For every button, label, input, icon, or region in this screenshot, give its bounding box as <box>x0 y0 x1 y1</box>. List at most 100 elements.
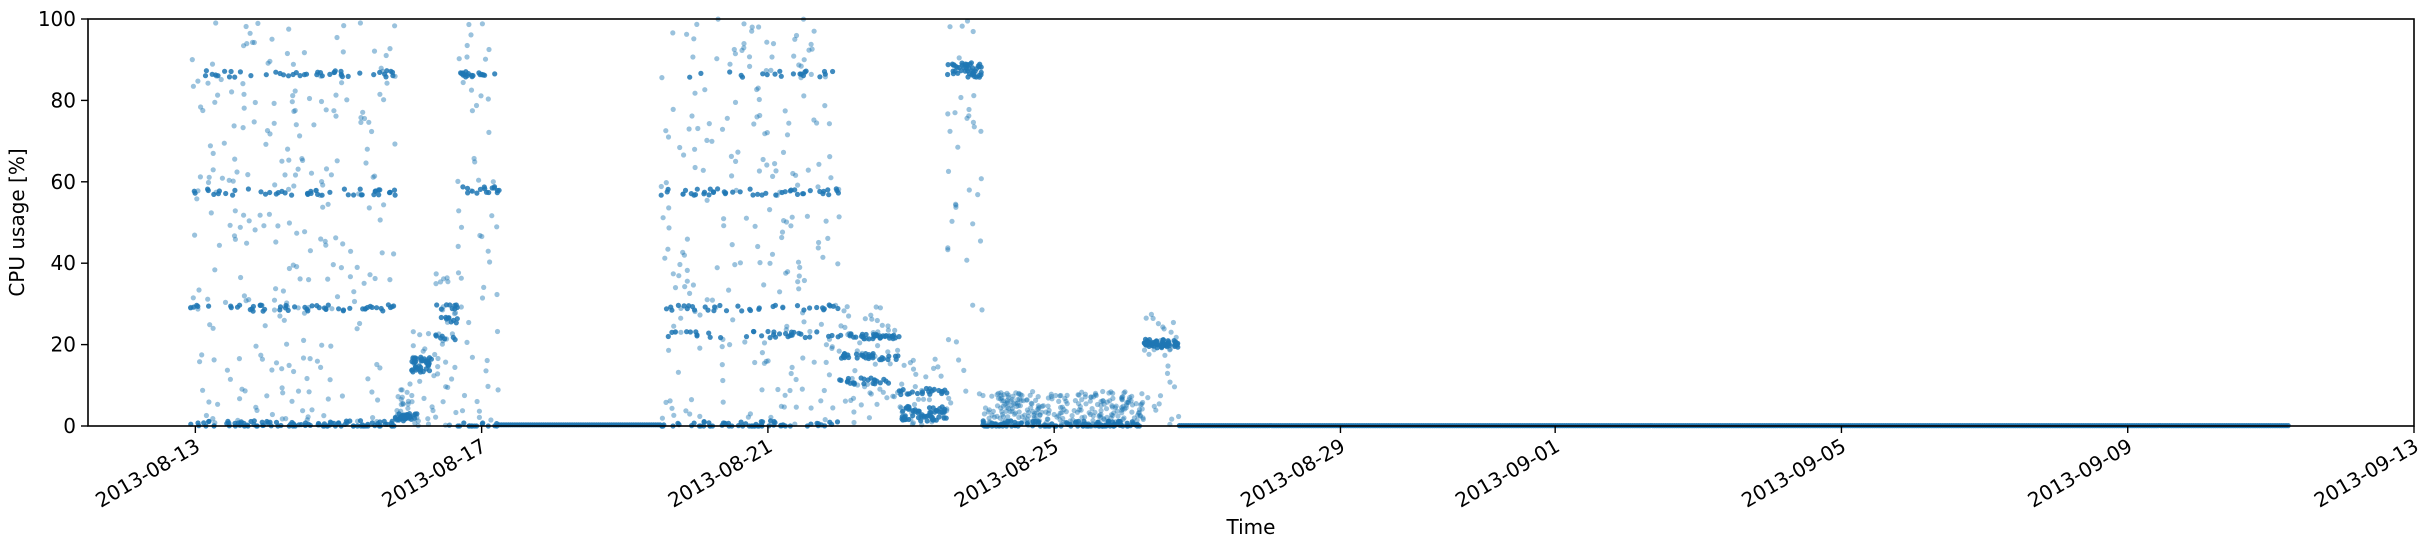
data-point <box>1058 392 1064 399</box>
data-point <box>785 269 791 275</box>
data-point <box>300 355 307 361</box>
data-point <box>866 336 872 342</box>
data-point <box>761 340 768 346</box>
data-point <box>1176 413 1182 420</box>
data-point <box>283 416 289 422</box>
data-point <box>1069 413 1075 419</box>
data-point <box>1006 418 1012 424</box>
data-point <box>873 304 879 310</box>
data-point <box>1108 389 1114 395</box>
data-point <box>830 303 837 309</box>
data-point <box>945 168 952 174</box>
data-point <box>198 104 204 110</box>
data-point <box>1139 406 1145 412</box>
data-point <box>783 219 790 225</box>
data-point <box>1082 394 1088 400</box>
data-point <box>428 356 434 362</box>
data-point <box>945 245 951 251</box>
data-point <box>1062 395 1068 402</box>
data-point <box>1101 401 1107 407</box>
data-point <box>727 69 733 75</box>
data-point <box>279 416 285 422</box>
data-point <box>826 372 833 378</box>
data-point <box>779 234 785 241</box>
data-point <box>262 191 269 197</box>
data-point <box>783 270 789 276</box>
data-point <box>448 319 454 325</box>
data-point <box>846 330 852 337</box>
data-point <box>381 97 387 103</box>
data-point <box>737 189 743 195</box>
data-point <box>795 259 802 265</box>
data-point <box>743 334 750 340</box>
data-point <box>491 185 497 191</box>
data-point <box>314 358 320 364</box>
data-point <box>680 249 686 255</box>
x-tick-label: 2013-09-09 <box>2024 434 2137 513</box>
data-point <box>398 413 405 419</box>
data-point <box>241 91 247 97</box>
data-point <box>334 34 340 41</box>
data-point <box>678 315 684 321</box>
data-point <box>742 339 748 345</box>
data-point <box>861 381 867 387</box>
data-point <box>788 223 794 229</box>
data-point <box>1037 412 1043 418</box>
data-point <box>1110 412 1116 419</box>
data-point <box>1072 398 1078 404</box>
data-point <box>1092 409 1098 415</box>
data-point <box>890 393 896 399</box>
data-point <box>910 420 917 426</box>
data-point <box>248 418 254 425</box>
data-point <box>976 391 983 397</box>
data-point <box>1075 392 1081 398</box>
data-point <box>327 189 333 195</box>
data-point <box>1140 399 1146 406</box>
data-point <box>257 302 263 308</box>
data-point <box>1125 399 1131 405</box>
data-point <box>663 306 670 312</box>
data-point <box>206 174 212 180</box>
data-point <box>990 408 996 414</box>
data-point <box>1011 401 1017 407</box>
data-point <box>730 317 736 323</box>
data-point <box>267 189 273 196</box>
data-point <box>207 322 213 328</box>
data-point <box>836 348 842 354</box>
data-point <box>241 293 247 299</box>
data-point <box>432 351 438 358</box>
data-point <box>1016 390 1022 396</box>
data-point <box>211 191 217 197</box>
data-point <box>306 95 313 102</box>
data-point <box>786 120 792 126</box>
data-point <box>952 68 958 74</box>
data-point <box>369 420 375 426</box>
data-point <box>826 333 832 339</box>
data-point <box>1015 400 1021 406</box>
data-point <box>354 326 360 332</box>
data-point <box>953 201 959 207</box>
data-point <box>908 416 914 422</box>
data-point <box>1063 409 1069 415</box>
data-point <box>794 191 801 197</box>
data-point <box>1148 311 1154 317</box>
data-point <box>1137 412 1143 419</box>
data-point <box>1035 406 1041 412</box>
data-point <box>689 304 696 310</box>
data-point <box>1098 398 1104 405</box>
data-point <box>409 399 415 405</box>
data-point <box>339 74 345 80</box>
data-point <box>237 69 243 75</box>
data-point <box>953 204 959 210</box>
data-point <box>209 71 215 77</box>
data-point <box>320 204 326 210</box>
data-point <box>998 392 1004 398</box>
data-point <box>838 377 844 383</box>
data-point <box>914 390 921 397</box>
data-point <box>720 336 726 342</box>
data-point <box>999 395 1005 401</box>
data-point <box>437 279 444 285</box>
data-point <box>1028 405 1034 411</box>
data-point <box>248 73 254 79</box>
data-point <box>485 248 491 254</box>
